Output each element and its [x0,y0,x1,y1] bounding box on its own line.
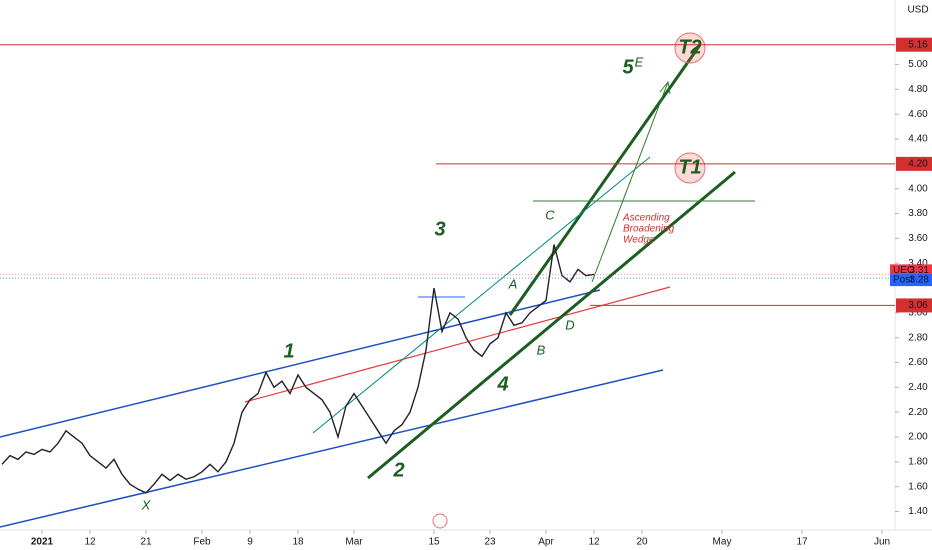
price-level-tag [896,37,932,52]
y-tick-label: 4.00 [908,183,928,194]
x-tick-label: 12 [588,537,600,548]
x-tick-label: 9 [247,537,253,548]
target-arrow [591,81,669,283]
price-tag [890,274,932,287]
price-level-label: 3.06 [908,300,928,311]
wave-label: 5 [622,56,634,78]
t1-circle [674,152,706,184]
wave-label: 2 [392,459,404,481]
y-tick-label: 3.00 [908,308,928,319]
y-tick-label: 5.00 [908,59,928,70]
x-tick-label: 2021 [31,537,54,548]
price-line [1,244,595,494]
wedge-lower [367,170,736,480]
wave-label: 3 [434,218,445,240]
wedge-label: Broadening [623,224,675,235]
x-tick-label: 12 [84,537,96,548]
wedge-upper [508,44,702,316]
channel-lower [0,369,664,528]
arrow-head [659,80,671,95]
x-tick-label: Apr [538,537,554,548]
t2-circle [674,32,706,64]
channel-upper [0,289,601,438]
wedge-label: Wedge [623,235,655,246]
wave-label: X [141,497,152,512]
wave-label: D [565,317,574,332]
wave-label: 1 [283,340,294,362]
x-tick-label: 21 [140,537,152,548]
price-level-tag [896,156,932,171]
y-tick-label: 1.60 [908,481,928,492]
wave-label: A [508,276,518,291]
event-icon [432,513,448,529]
x-tick-label: 17 [796,537,808,548]
wave-label: B [537,342,546,357]
wave-label: T1 [678,156,701,178]
y-tick-label: 1.40 [908,506,928,517]
currency: USD [907,5,928,16]
y-tick-label: 1.80 [908,456,928,467]
y-tick-label: 4.40 [908,134,928,145]
red-trendline [244,286,671,403]
y-tick-label: 2.60 [908,357,928,368]
price-tag [890,264,932,277]
x-tick-label: 15 [428,537,440,548]
price-tag-name: UEC [893,265,914,276]
wave-label: C [545,207,555,222]
wave-label: 4 [496,373,508,395]
y-tick-label: 4.60 [908,109,928,120]
y-tick-label: 3.60 [908,233,928,244]
wave-label: T2 [678,36,701,58]
y-tick-label: 2.40 [908,382,928,393]
x-tick-label: Feb [193,537,211,548]
y-tick-label: 2.80 [908,332,928,343]
y-tick-label: 2.20 [908,407,928,418]
y-tick-label: 3.80 [908,208,928,219]
y-tick-label: 3.40 [908,258,928,269]
x-tick-label: 18 [292,537,304,548]
wave-label: E [635,54,644,69]
wedge-label: Ascending [622,213,670,224]
price-level-label: 4.20 [908,159,928,170]
price-tag-name: Post [893,275,913,286]
x-tick-label: Jun [874,537,890,548]
y-tick-label: 4.80 [908,84,928,95]
x-tick-label: 20 [636,537,648,548]
price-level-label: 5.16 [908,39,928,50]
price-level-tag [896,298,932,313]
x-tick-label: May [713,537,732,548]
y-tick-label: 2.00 [908,432,928,443]
price-tag-value: 3.28 [910,275,930,286]
x-tick-label: 23 [484,537,496,548]
teal-line [312,156,651,434]
drawings [0,32,755,529]
price-tag-value: 3.31 [910,265,930,276]
x-tick-label: Mar [345,537,363,548]
